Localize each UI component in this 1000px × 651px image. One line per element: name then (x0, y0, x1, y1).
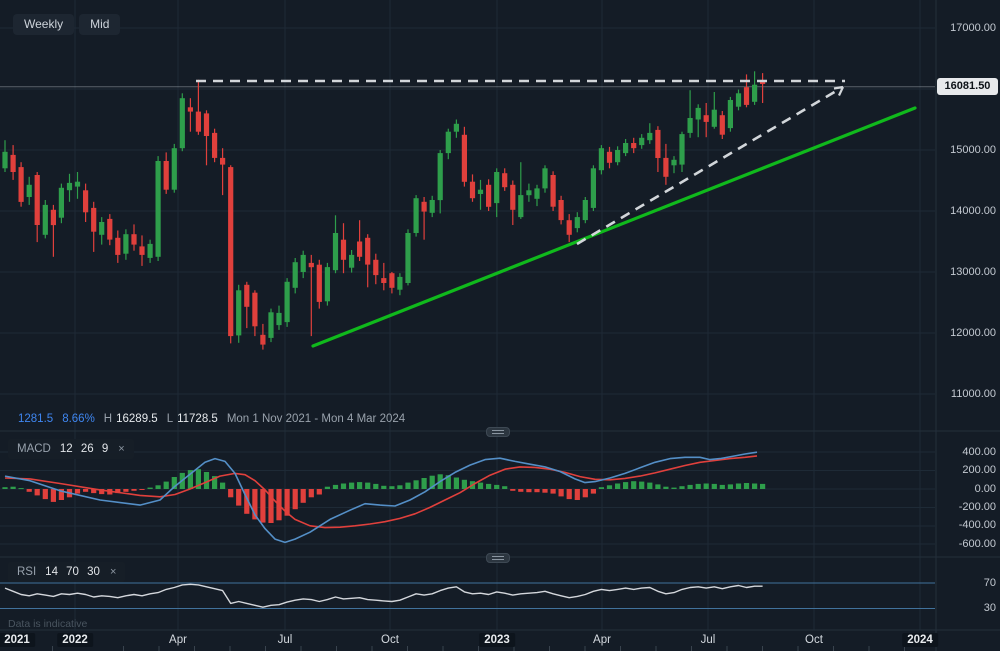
price-source-button[interactable]: Mid (79, 14, 121, 35)
change-value: 1281.5 (18, 413, 54, 425)
macd-axis-label: 200.00 (962, 464, 996, 476)
price-axis-label: 17000.00 (950, 22, 996, 34)
time-axis-label: Oct (381, 634, 399, 646)
rising-dashed-line (576, 85, 844, 246)
rsi-params: 14 70 30 (45, 566, 100, 578)
candlestick-series (2, 71, 766, 350)
change-percent: 8.66% (62, 413, 95, 425)
arrow-head-icon (833, 85, 844, 96)
date-range: Mon 1 Nov 2021 - Mon 4 Mar 2024 (226, 413, 406, 425)
support-trendline (311, 106, 917, 348)
pane-resize-handle-macd[interactable] (486, 427, 510, 437)
macd-signal-line (4, 455, 758, 529)
symbol-status-line: 1281.5 8.66% H 16289.5 L 11728.5 Mon 1 N… (18, 411, 414, 427)
macd-histogram (2, 469, 766, 523)
macd-axis-label: -200.00 (958, 501, 996, 513)
price-axis-label: 13000.00 (950, 266, 996, 278)
rsi-axis-label: 30 (983, 602, 996, 614)
time-axis-label: 2024 (902, 633, 938, 647)
time-axis-label: Apr (169, 634, 187, 646)
macd-name: MACD (17, 443, 51, 455)
macd-axis-label: 0.00 (974, 483, 996, 495)
timeframe-button[interactable]: Weekly (13, 14, 75, 35)
rsi-name: RSI (17, 566, 37, 578)
low-value: 11728.5 (177, 413, 218, 425)
time-axis-label: 2021 (0, 633, 35, 647)
rsi-line (4, 583, 763, 608)
time-axis-label: Apr (593, 634, 611, 646)
macd-indicator-legend: MACD 12 26 9 × (8, 439, 134, 459)
macd-axis-label: 400.00 (962, 446, 996, 458)
grip-lines-icon (492, 556, 504, 560)
time-axis-label: 2022 (57, 633, 93, 647)
time-axis-label: Jul (277, 634, 293, 646)
price-axis-label: 12000.00 (950, 327, 996, 339)
pane-resize-handle-rsi[interactable] (486, 553, 510, 563)
data-indicative-note: Data is indicative (8, 618, 88, 630)
time-axis-label: 2023 (479, 633, 515, 647)
chart-toolbar: Weekly Mid (13, 14, 121, 35)
time-axis-label: Oct (805, 634, 823, 646)
time-axis[interactable]: 2021 2022 Apr Jul Oct 2023 Apr Jul Oct 2024 (0, 630, 1000, 651)
rsi-close-icon[interactable]: × (109, 566, 117, 578)
macd-line (4, 451, 758, 544)
last-price-label: 16081.50 (937, 78, 998, 95)
macd-params: 12 26 9 (59, 443, 109, 455)
price-axis[interactable]: 17000.00 15000.00 14000.00 13000.00 12000.00… (936, 0, 1000, 630)
high-label: H (103, 413, 113, 425)
grip-lines-icon (492, 430, 504, 434)
low-label: L (166, 413, 174, 425)
price-axis-label: 11000.00 (950, 388, 996, 400)
rsi-axis-label: 70 (983, 577, 996, 589)
rsi-indicator-legend: RSI 14 70 30 × (8, 562, 126, 582)
time-axis-label: Jul (700, 634, 716, 646)
macd-close-icon[interactable]: × (118, 443, 125, 455)
price-axis-label: 14000.00 (950, 205, 996, 217)
macd-axis-label: -400.00 (958, 519, 996, 531)
macd-axis-label: -600.00 (958, 538, 996, 550)
high-value: 16289.5 (116, 413, 158, 425)
price-axis-label: 15000.00 (950, 144, 996, 156)
